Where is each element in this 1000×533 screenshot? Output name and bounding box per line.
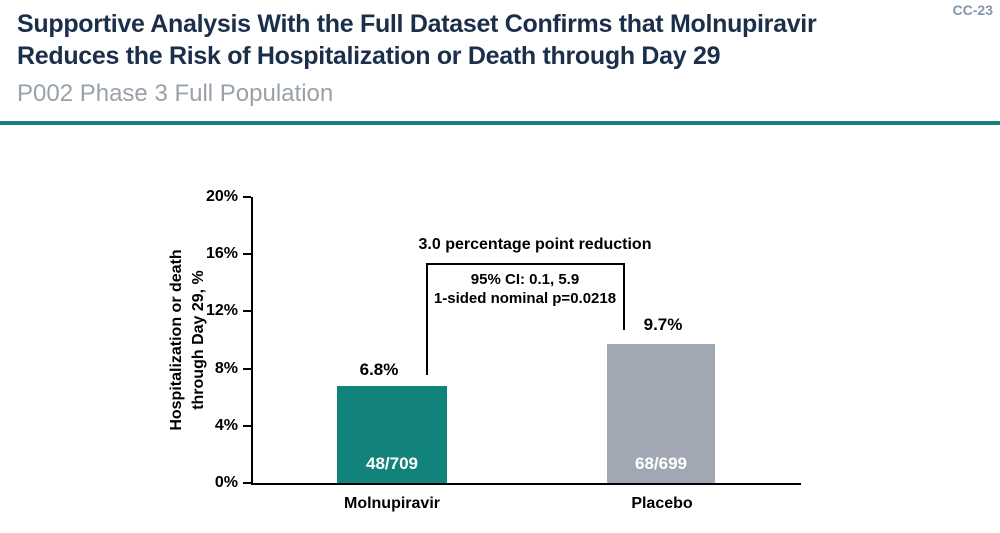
bar-placebo: 68/699 — [607, 344, 715, 483]
y-tick-mark — [243, 368, 251, 370]
y-axis-title-line2: through Day 29, % — [190, 270, 207, 410]
y-axis-title-line1: Hospitalization or death — [168, 249, 185, 431]
y-tick-mark — [243, 196, 251, 198]
y-tick-label: 12% — [205, 302, 238, 319]
y-tick-mark — [243, 425, 251, 427]
comparison-bracket-top — [426, 263, 625, 265]
ci-annotation: 95% CI: 0.1, 5.9 — [470, 271, 580, 288]
bar-value-label: 9.7% — [643, 315, 683, 334]
slide-title-line2: Reduces the Risk of Hospitalization or D… — [17, 42, 721, 70]
y-tick-label: 8% — [214, 360, 238, 377]
header-divider — [0, 121, 1000, 125]
x-axis-label-molnupiravir: Molnupiravir — [343, 495, 440, 512]
y-tick-label: 4% — [214, 417, 238, 434]
bar-value-label: 6.8% — [359, 360, 399, 379]
pvalue-annotation: 1-sided nominal p=0.0218 — [433, 290, 617, 307]
slide-code: CC-23 — [952, 2, 993, 18]
slide-title-line1: Supportive Analysis With the Full Datase… — [17, 10, 817, 38]
y-axis-title: Hospitalization or death through Day 29, … — [166, 249, 210, 430]
stats-annotation: 95% CI: 0.1, 5.9 1-sided nominal p=0.021… — [400, 270, 650, 308]
y-tick-label: 0% — [214, 474, 238, 491]
y-tick-mark — [243, 253, 251, 255]
bar-molnupiravir: 48/709 — [337, 386, 447, 483]
y-tick-label: 20% — [205, 188, 238, 205]
comparison-bracket-right-leg — [623, 263, 625, 330]
reduction-annotation: 3.0 percentage point reduction — [418, 236, 652, 253]
bar-count-label: 68/699 — [635, 454, 687, 473]
x-axis-label-placebo: Placebo — [631, 495, 693, 512]
slide-title: Supportive Analysis With the Full Datase… — [17, 8, 967, 72]
y-axis-line — [251, 197, 253, 485]
comparison-bracket-left-leg — [426, 263, 428, 375]
y-tick-label: 16% — [205, 245, 238, 262]
slide-subtitle: P002 Phase 3 Full Population — [17, 80, 334, 107]
x-axis-line — [251, 483, 801, 485]
bar-count-label: 48/709 — [366, 454, 418, 473]
y-tick-mark — [243, 310, 251, 312]
y-tick-mark — [243, 482, 251, 484]
